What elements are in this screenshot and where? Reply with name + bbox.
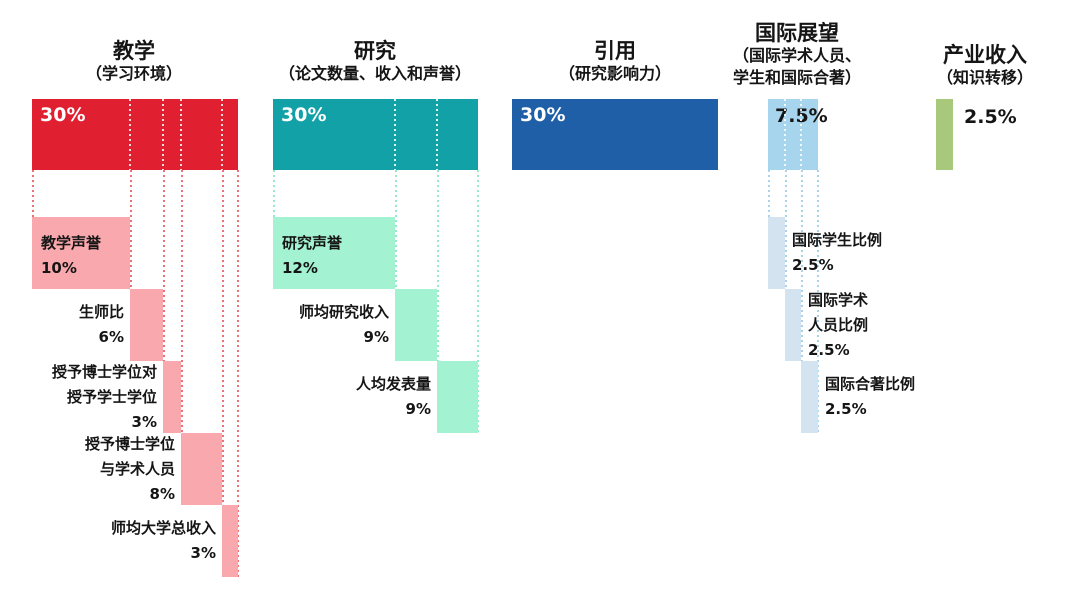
component-value: 6% [98,328,124,346]
category-subtitle: （学习环境） [85,64,182,83]
category-subtitle: 学生和国际合著） [732,68,861,87]
guide-dotted-line [237,170,239,577]
guide-dotted-line [181,170,183,505]
component-bar [181,433,222,505]
component-label: 人均发表量 9% [211,361,431,433]
component-value: 2.5% [808,340,850,359]
bar-segment-divider [784,99,786,170]
category-header: 研究 （论文数量、收入和声誉） [225,39,525,85]
guide-dotted-line [477,170,479,433]
component-label: 国际学生比例 2.5% [792,217,1012,289]
category-header: 引用 （研究影响力） [465,39,765,85]
category-title: 产业收入 [943,43,1027,67]
main-weight-bar: 30% [32,99,238,170]
component-label: 研究声誉 12% [282,217,392,289]
category-subtitle: （知识转移） [936,68,1033,87]
component-label: 授予博士学位对授予学士学位 3% [0,361,157,433]
weight-value-label: 2.5% [964,106,1017,128]
component-bar [273,217,395,289]
component-label-line: 教学声誉 [41,234,102,252]
component-label: 国际学术人员比例 2.5% [808,289,1028,361]
bar-segment-divider [800,99,802,170]
guide-dotted-line [273,170,275,217]
component-label-line: 人员比例 [808,315,869,334]
guide-dotted-line [163,170,165,433]
category-subtitle: （研究影响力） [558,64,671,83]
bar-segment-divider [436,99,438,170]
bar-segment-divider [162,99,164,170]
bar-segment-divider [180,99,182,170]
component-value: 3% [190,544,216,562]
component-bar [801,361,818,433]
category-subtitle: （论文数量、收入和声誉） [278,64,471,83]
category-header: 教学 （学习环境） [0,39,284,85]
bar-segment-divider [129,99,131,170]
guide-dotted-line [222,170,224,577]
component-label-line: 授予学士学位 [66,387,157,406]
category-title: 教学 [113,39,155,63]
weight-value-label: 30% [520,104,566,126]
component-label-line: 国际学术 [808,290,869,309]
component-label-line: 国际学生比例 [792,231,883,249]
component-label-line: 研究声誉 [282,234,343,252]
guide-dotted-line [801,170,803,433]
component-label: 师均研究收入 9% [169,289,389,361]
component-value: 9% [405,400,431,418]
component-bar [130,289,163,361]
category-subtitle: （国际学术人员、 [732,46,861,65]
bar-segment-divider [394,99,396,170]
component-label-line: 国际合著比例 [825,375,916,393]
component-label-line: 与学术人员 [99,459,175,478]
category-header: 产业收入 （知识转移） [835,43,1080,89]
category-title: 研究 [354,39,396,63]
component-value: 2.5% [792,256,834,274]
component-bar [437,361,478,433]
bar-segment-divider [221,99,223,170]
component-bar [395,289,437,361]
component-bar [785,289,801,361]
component-label: 教学声誉 10% [41,217,127,289]
main-weight-bar [936,99,953,170]
component-label-line: 师均大学总收入 [110,519,216,537]
component-label: 师均大学总收入 3% [0,505,216,577]
guide-dotted-line [768,170,770,217]
guide-dotted-line [32,170,34,217]
component-value: 12% [282,259,318,277]
component-label-line: 人均发表量 [355,375,431,393]
main-weight-bar: 30% [273,99,478,170]
component-bar [768,217,785,289]
component-label-line: 授予博士学位 [84,434,175,453]
component-bar [32,217,130,289]
guide-dotted-line [785,170,787,361]
guide-dotted-line [130,170,132,361]
category-header: 国际展望 （国际学术人员、 学生和国际合著） [647,21,947,89]
component-bar [222,505,238,577]
component-value: 9% [363,328,389,346]
weight-value-label: 30% [281,104,327,126]
category-title: 引用 [594,39,636,63]
guide-dotted-line [817,170,819,433]
component-label-line: 师均研究收入 [298,303,389,321]
component-label-line: 生师比 [78,303,124,321]
component-value: 8% [149,484,175,503]
component-label: 生师比 6% [0,289,124,361]
weight-value-label: 30% [40,104,86,126]
guide-dotted-line [437,170,439,433]
guide-dotted-line [395,170,397,361]
component-value: 2.5% [825,400,867,418]
component-label: 授予博士学位与学术人员 8% [0,433,175,505]
main-weight-bar: 30% [512,99,718,170]
component-bar [163,361,181,433]
component-value: 3% [131,412,157,431]
component-value: 10% [41,259,77,277]
component-label-line: 授予博士学位对 [51,362,157,381]
component-label: 国际合著比例 2.5% [825,361,1045,433]
main-weight-bar: 7.5% [768,99,828,170]
category-title: 国际展望 [755,21,839,45]
